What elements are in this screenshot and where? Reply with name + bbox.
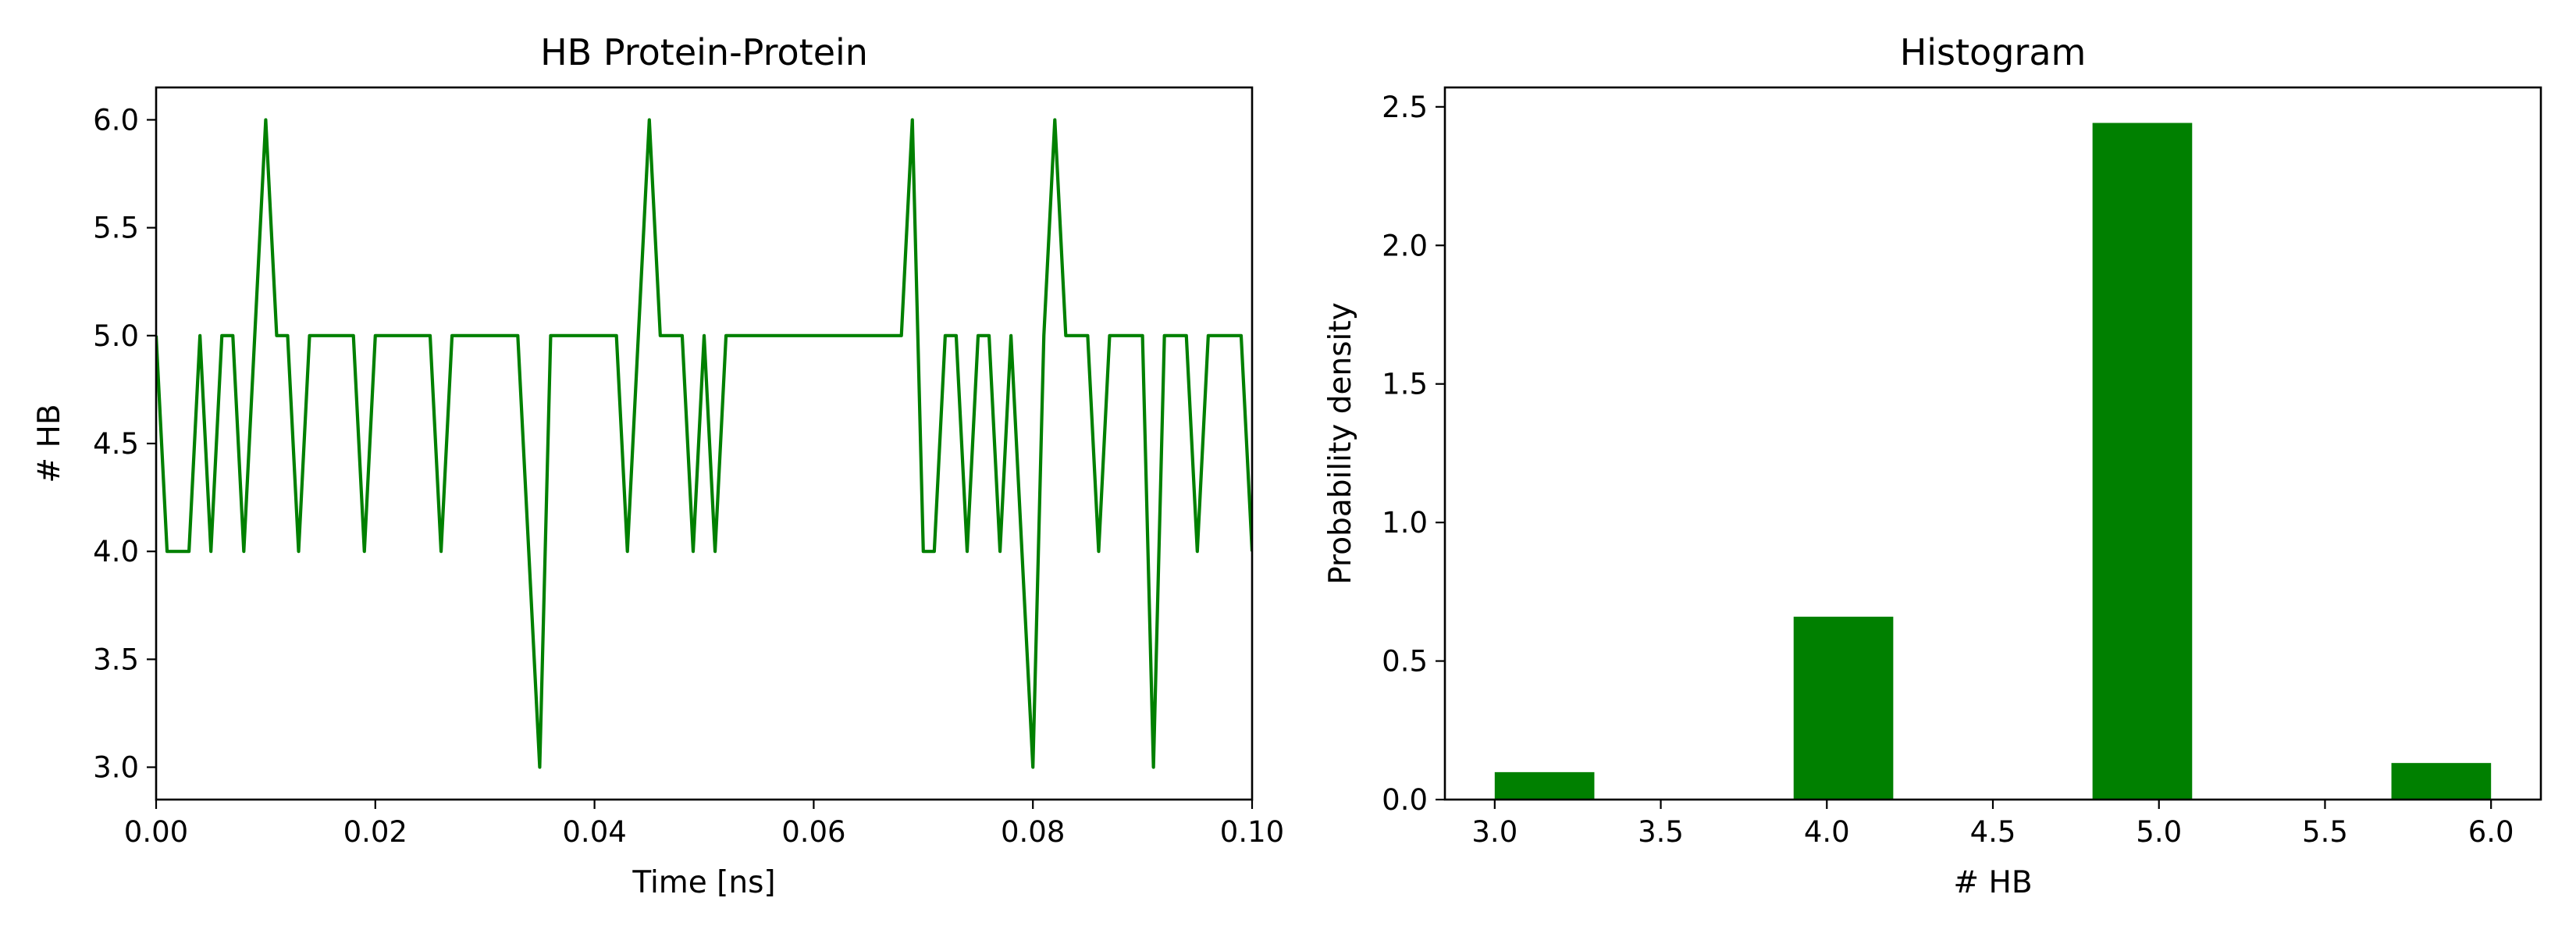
histogram-bar xyxy=(2391,763,2492,800)
y-tick-label: 3.0 xyxy=(93,751,139,785)
line-chart-plot-area: 0.00 0.02 0.04 0.06 0.08 0.10 3.0 3.5 4.0 4.5 5.0 5… xyxy=(93,103,1284,849)
x-tick-label: 6.0 xyxy=(2468,815,2514,849)
histogram-xlabel: # HB xyxy=(1953,865,2032,900)
line-chart-axes-frame xyxy=(155,86,1254,801)
histogram-panel: Histogram # HB Probability density 3.0 3.… xyxy=(1323,31,2542,900)
x-tick-label: 0.04 xyxy=(562,815,626,849)
histogram-bar xyxy=(1494,771,1595,800)
histogram-bar xyxy=(1793,616,1894,800)
y-tick-label: 0.0 xyxy=(1382,783,1428,817)
hb-series-line xyxy=(156,118,1252,769)
histogram-ylabel: Probability density xyxy=(1323,302,1358,585)
x-tick-label: 0.08 xyxy=(1001,815,1065,849)
x-tick-label: 4.5 xyxy=(1970,815,2016,849)
histogram-title: Histogram xyxy=(1900,31,2087,73)
y-tick-label: 6.0 xyxy=(93,103,139,137)
y-tick-label: 5.0 xyxy=(93,319,139,353)
x-tick-label: 0.00 xyxy=(124,815,188,849)
histogram-bar xyxy=(2092,123,2193,800)
x-tick-label: 0.10 xyxy=(1220,815,1284,849)
x-tick-label: 5.5 xyxy=(2302,815,2348,849)
y-tick-label: 5.5 xyxy=(93,212,139,245)
line-chart-title: HB Protein-Protein xyxy=(540,31,868,73)
x-tick-label: 3.0 xyxy=(1471,815,1517,849)
y-tick-label: 2.5 xyxy=(1382,91,1428,124)
y-tick-label: 1.5 xyxy=(1382,368,1428,401)
y-tick-label: 0.5 xyxy=(1382,645,1428,679)
line-chart-ylabel: # HB xyxy=(32,404,67,483)
x-tick-label: 0.02 xyxy=(343,815,407,849)
x-tick-label: 3.5 xyxy=(1638,815,1684,849)
histogram-plot-area: 3.0 3.5 4.0 4.5 5.0 5.5 6.0 0.0 0.5 1.0 1.5 2.0 2.5 xyxy=(1382,91,2514,849)
line-chart-xlabel: Time [ns] xyxy=(632,865,775,900)
y-tick-label: 4.5 xyxy=(93,427,139,461)
y-tick-label: 2.0 xyxy=(1382,229,1428,262)
y-tick-label: 3.5 xyxy=(93,643,139,676)
y-tick-label: 1.0 xyxy=(1382,506,1428,540)
x-tick-label: 4.0 xyxy=(1804,815,1850,849)
x-tick-label: 0.06 xyxy=(781,815,845,849)
line-chart-panel: HB Protein-Protein Time [ns] # HB 0.00 0.… xyxy=(32,31,1284,900)
y-tick-label: 4.0 xyxy=(93,535,139,568)
histogram-axes-frame xyxy=(1443,86,2542,801)
x-tick-label: 5.0 xyxy=(2136,815,2182,849)
